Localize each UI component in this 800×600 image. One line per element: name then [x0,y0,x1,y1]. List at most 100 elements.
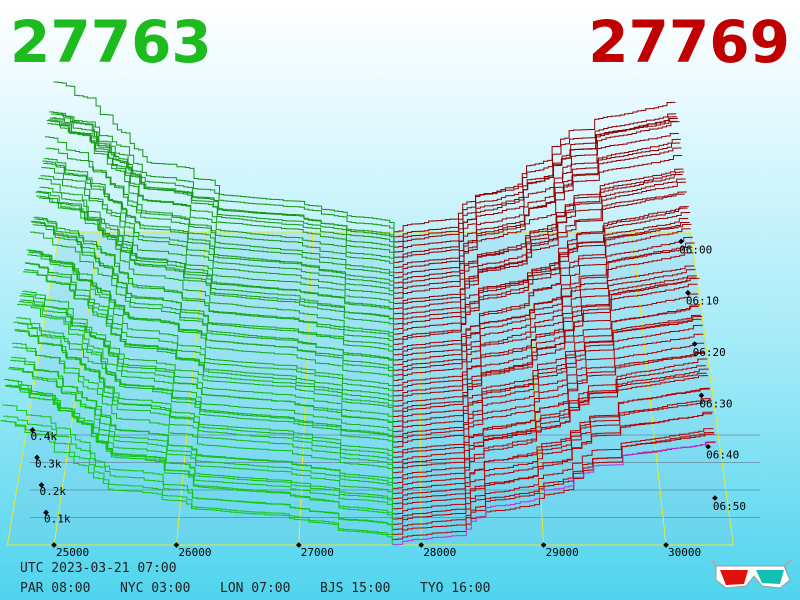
bid-depth-line [1,420,393,540]
price-grid-line [175,231,207,546]
price-tick-label: 26000 [178,546,211,559]
bid-depth-line [13,321,394,469]
bid-depth-line [45,147,395,279]
ask-depth-line [392,324,703,443]
clock-label: BJS 15:00 [320,581,390,596]
bid-depth-line [23,271,394,412]
bid-depth-line [40,175,395,309]
ask-depth-line [393,217,689,330]
time-tick-marker [691,341,698,347]
time-tick-marker [685,289,691,296]
ask-depth-line [392,372,707,474]
ask-depth-line [392,342,705,453]
ask-depth-line [393,221,690,340]
price-tick-label: 28000 [423,546,456,559]
ask-depth-line [393,277,697,392]
price-tick-marker [295,542,302,548]
ask-depth-line [393,121,680,263]
bid-depth-line [25,262,394,397]
price-tick-marker [418,542,425,548]
ask-depth-line [392,433,715,535]
bid-depth-line [37,177,394,325]
ask-depth-line [393,316,703,438]
bid-depth-line [9,366,393,494]
bid-depth-line [33,216,394,351]
bid-depth-line [8,368,393,499]
ask-depth-line [393,193,685,304]
time-tick-label: 06:10 [686,295,719,308]
ask-depth-line [392,400,712,510]
ask-depth-line [392,368,709,489]
ask-depth-line [393,133,679,258]
time-tick-label: 06:50 [713,500,746,513]
ask-price: 27769 [588,8,790,76]
bid-depth-line [22,290,394,417]
ask-depth-line [392,375,709,484]
bid-depth-line [30,231,394,371]
bid-depth-line [44,136,395,284]
ask-depth-line [392,398,711,505]
bid-depth-line [50,113,395,248]
bid-depth-line [26,249,394,392]
volume-tick-label: 0.3k [35,458,62,471]
ask-depth-line [393,154,683,284]
ask-depth-line [392,411,713,520]
bid-depth-line [47,123,395,268]
3d-glasses-icon [711,559,793,589]
price-tick-label: 29000 [546,546,579,559]
bid-depth-line [11,342,394,479]
price-tick-marker [540,542,547,548]
ask-depth-line [392,387,711,499]
ask-depth-line [393,178,686,310]
time-tick-label: 06:40 [706,449,739,462]
price-grid-line [298,231,314,546]
ask-depth-line [393,269,696,387]
bid-depth-line [12,346,394,474]
bid-depth-line [27,254,394,386]
ask-depth-line [392,428,714,525]
ask-depth-line [393,314,701,428]
ask-depth-line [393,304,701,423]
ask-depth-line [393,293,699,407]
ask-depth-line [393,181,687,315]
bid-depth-line [48,119,395,263]
world-clocks: PAR 08:00 NYC 03:00 LON 07:00 BJS 15:00 TYO … [20,581,490,596]
price-tick-label: 27000 [301,546,334,559]
ask-depth-line [393,191,687,320]
bid-depth-line [31,221,394,361]
time-tick-marker [678,238,684,245]
utc-time: UTC 2023-03-21 07:00 [20,561,177,576]
bid-depth-line [19,295,394,433]
bid-depth-line [49,111,395,258]
time-tick-label: 06:00 [679,243,712,256]
volume-tick-label: 0.1k [44,513,71,526]
clock-label: LON 07:00 [220,581,290,596]
bid-depth-line [10,359,394,489]
ask-depth-line [392,352,706,463]
bid-depth-line [0,420,393,545]
bid-depth-line [2,404,393,535]
ask-depth-line [393,168,684,294]
ask-depth-line [392,431,715,530]
price-grid-line [631,231,667,546]
ask-depth-line [392,441,716,540]
ask-depth-line [393,283,698,402]
ask-depth-line [393,173,683,289]
bid-depth-line [42,160,395,299]
ask-depth-line [393,223,692,356]
bid-depth-line [14,329,394,463]
axes: 25000 26000 27000 28000 29000 30000 0.1k 0.2k 0.… [29,238,746,559]
ask-depth-line [394,120,678,248]
clock-label: TYO 16:00 [420,581,490,596]
ask-depth-line [392,333,704,448]
bid-depth-line [35,191,394,340]
ask-depth-line [392,441,717,546]
bid-price: 27763 [10,8,212,76]
volume-tick-label: 0.2k [40,485,67,498]
ask-depth-line [394,117,679,253]
ask-depth-line [393,265,695,376]
time-tick-marker [698,392,705,399]
bid-depth-line [36,195,394,335]
bid-depth-line [43,158,395,289]
